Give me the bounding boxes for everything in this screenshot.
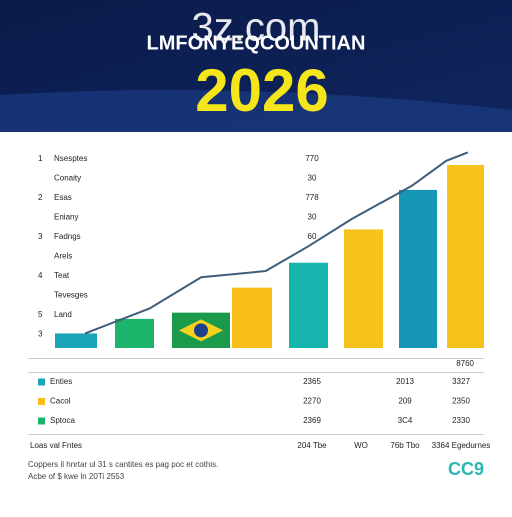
row-label: Esas	[54, 193, 72, 202]
bar	[344, 229, 383, 348]
table-cell: 2013	[396, 377, 414, 386]
legend-swatch	[38, 398, 45, 405]
bar	[232, 287, 272, 348]
table-cell: 2369	[303, 416, 321, 425]
row-label: Tevesges	[54, 291, 88, 300]
table-cell: 2330	[452, 416, 470, 425]
bar	[447, 164, 484, 348]
table-cell: 3C4	[398, 416, 413, 425]
row-value: 30	[308, 174, 317, 183]
divider	[28, 372, 484, 373]
row-label: Teat	[54, 271, 70, 280]
table-cell: 209	[398, 397, 412, 406]
row-label: Eniany	[54, 213, 78, 222]
bar	[399, 189, 437, 348]
bar	[55, 333, 97, 348]
brand: CC9	[448, 459, 484, 479]
bar	[289, 262, 328, 348]
row-label: Nsesptes	[54, 154, 87, 163]
bar	[115, 318, 154, 348]
table-cell: 204 Tbe	[297, 441, 327, 450]
row-number: 3	[38, 330, 43, 339]
table-cell: WO	[354, 441, 368, 450]
table-label: Enties	[50, 377, 72, 386]
row-value: 778	[305, 193, 319, 202]
row-number: 2	[38, 193, 43, 202]
table-cell: 2350	[452, 397, 470, 406]
table-cell: 2365	[303, 377, 321, 386]
table-label: Loas val Fntes	[30, 441, 82, 450]
logo: 3z.com	[192, 6, 321, 50]
row-label: Land	[54, 310, 72, 319]
row-value: 60	[308, 232, 317, 241]
table-cell: 76b Tbo	[390, 441, 420, 450]
row-value: 30	[308, 213, 317, 222]
row-label: Fadngs	[54, 232, 81, 241]
row-label: Conaity	[54, 174, 81, 183]
footer-text: Acbe of $ kwe ln 20Ti 2553	[28, 472, 125, 481]
row-number: 4	[38, 271, 43, 280]
table-cell: 3327	[452, 377, 470, 386]
row-number: 3	[38, 232, 43, 241]
table-cell: 3364 Egedurnes	[432, 441, 491, 450]
divider	[28, 434, 484, 435]
row-number: 1	[38, 154, 43, 163]
header-title: LMFONYEQCOUNTIAN	[147, 32, 366, 54]
header-wave	[0, 90, 512, 132]
corner-note: 8760	[456, 359, 474, 368]
legend-swatch	[38, 417, 45, 425]
table-label: Sptoca	[50, 416, 75, 425]
row-number: 5	[38, 310, 43, 319]
table-cell: 2270	[303, 397, 321, 406]
row-label: Arels	[54, 252, 72, 261]
row-value: 770	[305, 154, 319, 163]
legend-swatch	[38, 378, 45, 386]
trend-line	[84, 151, 469, 335]
table-label: Cacol	[50, 397, 71, 406]
divider	[28, 358, 484, 359]
footer-text: Coppers il hnrtar ul 31 s cantites es pa…	[28, 460, 218, 469]
header-year: 2026	[195, 57, 328, 124]
flag-circle	[194, 323, 208, 338]
